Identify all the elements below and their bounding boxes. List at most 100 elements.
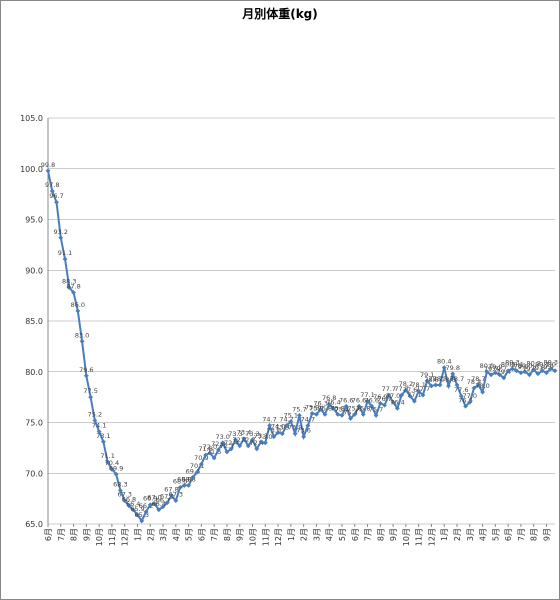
x-tick-label: 9月 xyxy=(542,528,551,541)
data-label: 78.2 xyxy=(399,380,413,388)
point-marker xyxy=(514,368,520,374)
point-marker xyxy=(305,423,311,428)
point-marker xyxy=(54,199,59,205)
y-tick-label: 90.0 xyxy=(25,266,43,275)
x-tick-label: 4月 xyxy=(325,528,334,541)
point-marker xyxy=(130,507,136,513)
point-marker xyxy=(216,447,221,453)
point-marker xyxy=(109,466,115,472)
data-label: 72.3 xyxy=(211,440,225,448)
y-tick-label: 105.0 xyxy=(20,114,43,123)
point-marker xyxy=(390,399,396,405)
point-marker xyxy=(292,431,298,437)
point-marker xyxy=(190,474,196,480)
data-label: 96.7 xyxy=(49,192,63,200)
chart-title: 月別体重(kg) xyxy=(241,6,318,21)
point-marker xyxy=(348,416,353,421)
data-label: 73.6 xyxy=(267,427,281,435)
data-label: 74.7 xyxy=(279,416,293,424)
data-label: 76.6 xyxy=(339,396,353,404)
point-marker xyxy=(100,439,106,445)
point-marker xyxy=(527,372,532,378)
point-marker xyxy=(139,518,145,524)
x-tick-label: 7月 xyxy=(517,528,526,541)
x-tick-label: 3月 xyxy=(312,528,321,541)
data-label: 77.6 xyxy=(403,386,417,394)
x-tick-label: 2月 xyxy=(453,528,462,541)
data-label: 75.9 xyxy=(305,403,319,411)
point-marker xyxy=(254,446,260,452)
data-label: 73.3 xyxy=(245,430,259,438)
data-label: 77.0 xyxy=(386,392,400,400)
point-marker xyxy=(424,378,430,384)
x-tick-label: 9月 xyxy=(82,528,91,541)
data-label: 65.9 xyxy=(130,505,144,513)
data-label: 75.1 xyxy=(284,411,298,419)
data-label: 75.4 xyxy=(343,408,357,416)
data-label: 72.7 xyxy=(232,436,246,444)
point-marker xyxy=(181,483,187,488)
data-label: 69.6 xyxy=(186,467,200,475)
x-tick-label: 3月 xyxy=(159,528,168,541)
data-label: 78.7 xyxy=(471,375,485,383)
data-label: 70.9 xyxy=(194,454,208,462)
point-marker xyxy=(45,168,51,174)
point-marker xyxy=(360,411,366,417)
data-label: 73.1 xyxy=(254,432,268,440)
point-marker xyxy=(484,369,490,375)
point-marker xyxy=(288,419,294,424)
data-label: 67.3 xyxy=(117,491,131,499)
point-marker xyxy=(169,493,174,498)
data-label: 76.6 xyxy=(458,396,472,404)
point-marker xyxy=(83,373,89,379)
data-label: 73.0 xyxy=(215,433,229,441)
data-label: 79.7 xyxy=(522,365,536,373)
data-label: 78.1 xyxy=(411,381,425,389)
data-label: 80.3 xyxy=(543,359,557,367)
data-label: 79.8 xyxy=(446,364,460,372)
point-marker xyxy=(267,423,272,428)
point-marker xyxy=(326,401,332,407)
point-marker xyxy=(501,375,507,381)
x-tick-label: 7月 xyxy=(364,528,373,541)
x-tick-label: 9月 xyxy=(389,528,398,541)
data-label: 74.1 xyxy=(92,422,106,430)
data-label: 80.0 xyxy=(518,362,532,370)
data-label: 72.4 xyxy=(224,439,238,447)
data-label: 69.9 xyxy=(109,464,123,472)
point-marker xyxy=(518,370,524,376)
data-label: 78.6 xyxy=(424,376,438,384)
point-marker xyxy=(211,455,217,461)
data-label: 73.3 xyxy=(228,430,242,438)
point-marker xyxy=(509,366,515,372)
data-label: 71.1 xyxy=(100,452,114,460)
data-label: 80.1 xyxy=(548,361,560,369)
point-marker xyxy=(412,398,417,404)
point-marker xyxy=(126,503,132,509)
data-label: 80.4 xyxy=(437,358,451,366)
data-label: 75.8 xyxy=(318,404,332,412)
point-marker xyxy=(369,403,375,409)
point-marker xyxy=(454,382,460,388)
data-label: 79.9 xyxy=(514,363,528,371)
data-label: 75.7 xyxy=(369,405,383,413)
data-label: 77.1 xyxy=(360,391,374,399)
x-tick-label: 2月 xyxy=(146,528,155,541)
point-marker xyxy=(58,235,64,241)
point-marker xyxy=(386,392,392,398)
point-marker xyxy=(279,431,285,437)
point-marker xyxy=(75,308,81,314)
x-tick-label: 4月 xyxy=(172,528,181,541)
point-marker xyxy=(544,370,549,376)
x-tick-label: 5月 xyxy=(185,528,194,541)
data-label: 66.4 xyxy=(126,500,140,508)
point-marker xyxy=(143,509,149,515)
x-tick-label: 12月 xyxy=(427,528,436,546)
x-tick-label: 11月 xyxy=(415,528,424,546)
data-label: 76.3 xyxy=(313,399,327,407)
point-marker xyxy=(497,372,503,378)
data-label: 76.6 xyxy=(352,396,366,404)
data-label: 76.6 xyxy=(365,396,379,404)
data-label: 77.1 xyxy=(407,391,421,399)
y-tick-label: 80.0 xyxy=(25,368,43,377)
